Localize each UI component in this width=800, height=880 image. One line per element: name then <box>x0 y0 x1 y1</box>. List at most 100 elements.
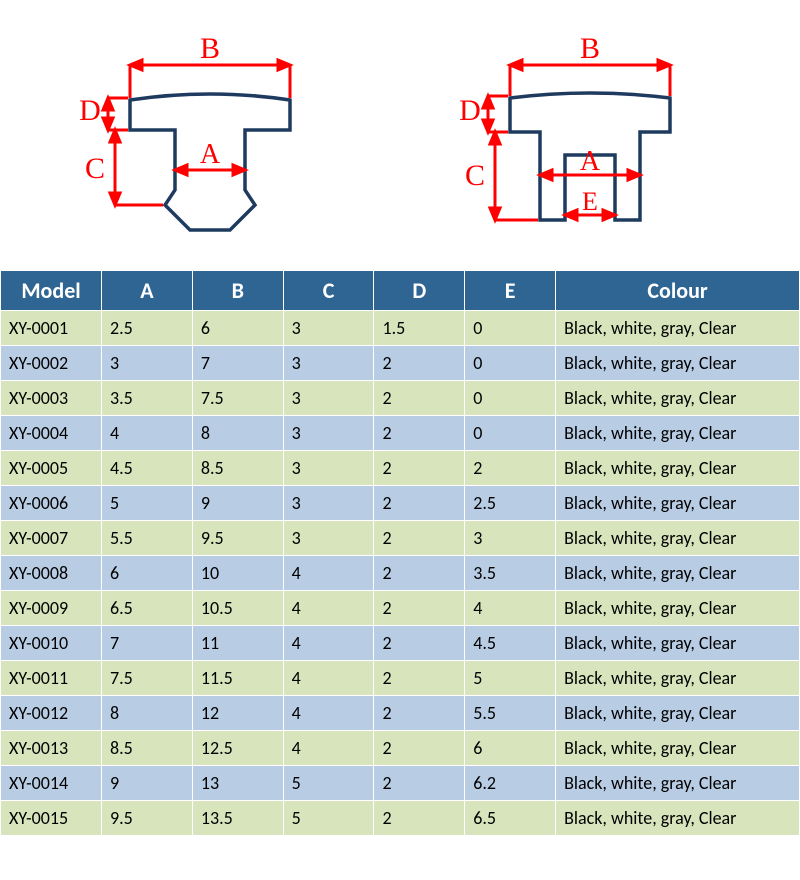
table-row: XY-00033.57.5320Black, white, gray, Clea… <box>1 381 800 416</box>
cell-E: 0 <box>465 416 556 451</box>
cell-D: 2 <box>374 486 465 521</box>
cell-B: 6 <box>192 311 283 346</box>
cell-D: 2 <box>374 661 465 696</box>
cell-C: 4 <box>283 626 374 661</box>
cell-A: 4 <box>102 416 193 451</box>
table-row: XY-00054.58.5322Black, white, gray, Clea… <box>1 451 800 486</box>
cell-colour: Black, white, gray, Clear <box>556 311 800 346</box>
cell-model: XY-0004 <box>1 416 102 451</box>
dim-label-E: E <box>582 187 598 216</box>
cell-B: 7 <box>192 346 283 381</box>
table-row: XY-0014913526.2Black, white, gray, Clear <box>1 766 800 801</box>
cell-A: 8.5 <box>102 731 193 766</box>
cell-E: 5 <box>465 661 556 696</box>
cell-E: 0 <box>465 311 556 346</box>
table-row: XY-00096.510.5424Black, white, gray, Cle… <box>1 591 800 626</box>
cell-D: 2 <box>374 626 465 661</box>
cell-model: XY-0001 <box>1 311 102 346</box>
cell-A: 4.5 <box>102 451 193 486</box>
cell-C: 4 <box>283 556 374 591</box>
cell-model: XY-0011 <box>1 661 102 696</box>
cell-colour: Black, white, gray, Clear <box>556 626 800 661</box>
cell-C: 5 <box>283 801 374 836</box>
cell-model: XY-0007 <box>1 521 102 556</box>
cell-C: 3 <box>283 521 374 556</box>
table-row: XY-00075.59.5323Black, white, gray, Clea… <box>1 521 800 556</box>
cell-colour: Black, white, gray, Clear <box>556 381 800 416</box>
cell-A: 2.5 <box>102 311 193 346</box>
cell-C: 4 <box>283 591 374 626</box>
table-row: XY-00138.512.5426Black, white, gray, Cle… <box>1 731 800 766</box>
cell-D: 2 <box>374 556 465 591</box>
cell-A: 3.5 <box>102 381 193 416</box>
cell-E: 0 <box>465 381 556 416</box>
cell-C: 4 <box>283 661 374 696</box>
cell-C: 3 <box>283 486 374 521</box>
col-header-D: D <box>374 271 465 311</box>
table-row: XY-0008610423.5Black, white, gray, Clear <box>1 556 800 591</box>
dim-label-C2: C <box>465 159 485 192</box>
col-header-model: Model <box>1 271 102 311</box>
cell-C: 5 <box>283 766 374 801</box>
table-row: XY-00012.5631.50Black, white, gray, Clea… <box>1 311 800 346</box>
dim-label-D2: D <box>459 94 481 127</box>
cell-D: 2 <box>374 591 465 626</box>
cell-D: 2 <box>374 381 465 416</box>
dim-label-D: D <box>79 94 101 127</box>
cell-B: 13.5 <box>192 801 283 836</box>
cell-E: 0 <box>465 346 556 381</box>
cell-A: 3 <box>102 346 193 381</box>
cell-D: 2 <box>374 731 465 766</box>
cell-colour: Black, white, gray, Clear <box>556 801 800 836</box>
cell-E: 3.5 <box>465 556 556 591</box>
cell-C: 3 <box>283 381 374 416</box>
cell-E: 2 <box>465 451 556 486</box>
cell-colour: Black, white, gray, Clear <box>556 696 800 731</box>
cell-D: 2 <box>374 766 465 801</box>
cell-colour: Black, white, gray, Clear <box>556 416 800 451</box>
cell-model: XY-0002 <box>1 346 102 381</box>
cell-A: 6 <box>102 556 193 591</box>
table-row: XY-00159.513.5526.5Black, white, gray, C… <box>1 801 800 836</box>
cell-A: 9 <box>102 766 193 801</box>
cell-A: 6.5 <box>102 591 193 626</box>
cell-D: 2 <box>374 346 465 381</box>
cell-E: 6.2 <box>465 766 556 801</box>
cell-D: 2 <box>374 696 465 731</box>
table-row: XY-000448320Black, white, gray, Clear <box>1 416 800 451</box>
cell-colour: Black, white, gray, Clear <box>556 766 800 801</box>
cell-D: 2 <box>374 521 465 556</box>
dim-label-C: C <box>85 152 105 185</box>
cell-model: XY-0003 <box>1 381 102 416</box>
col-header-C: C <box>283 271 374 311</box>
table-row: XY-0012812425.5Black, white, gray, Clear <box>1 696 800 731</box>
cell-model: XY-0005 <box>1 451 102 486</box>
cell-colour: Black, white, gray, Clear <box>556 486 800 521</box>
cell-C: 3 <box>283 416 374 451</box>
cell-C: 3 <box>283 451 374 486</box>
table-header-row: ModelABCDEColour <box>1 271 800 311</box>
spec-table: ModelABCDEColour XY-00012.5631.50Black, … <box>0 270 800 836</box>
cell-E: 5.5 <box>465 696 556 731</box>
cell-B: 13 <box>192 766 283 801</box>
cell-E: 4.5 <box>465 626 556 661</box>
cell-A: 7 <box>102 626 193 661</box>
cell-B: 11.5 <box>192 661 283 696</box>
cell-C: 3 <box>283 311 374 346</box>
cell-C: 4 <box>283 731 374 766</box>
cell-B: 8 <box>192 416 283 451</box>
cell-E: 4 <box>465 591 556 626</box>
cell-D: 2 <box>374 416 465 451</box>
cell-B: 12 <box>192 696 283 731</box>
cell-colour: Black, white, gray, Clear <box>556 661 800 696</box>
cell-E: 3 <box>465 521 556 556</box>
cell-colour: Black, white, gray, Clear <box>556 451 800 486</box>
cell-model: XY-0014 <box>1 766 102 801</box>
cell-colour: Black, white, gray, Clear <box>556 731 800 766</box>
cell-C: 3 <box>283 346 374 381</box>
cell-A: 5 <box>102 486 193 521</box>
col-header-B: B <box>192 271 283 311</box>
col-header-colour: Colour <box>556 271 800 311</box>
profile-diagram-2: B D C A E <box>440 20 740 250</box>
col-header-E: E <box>465 271 556 311</box>
